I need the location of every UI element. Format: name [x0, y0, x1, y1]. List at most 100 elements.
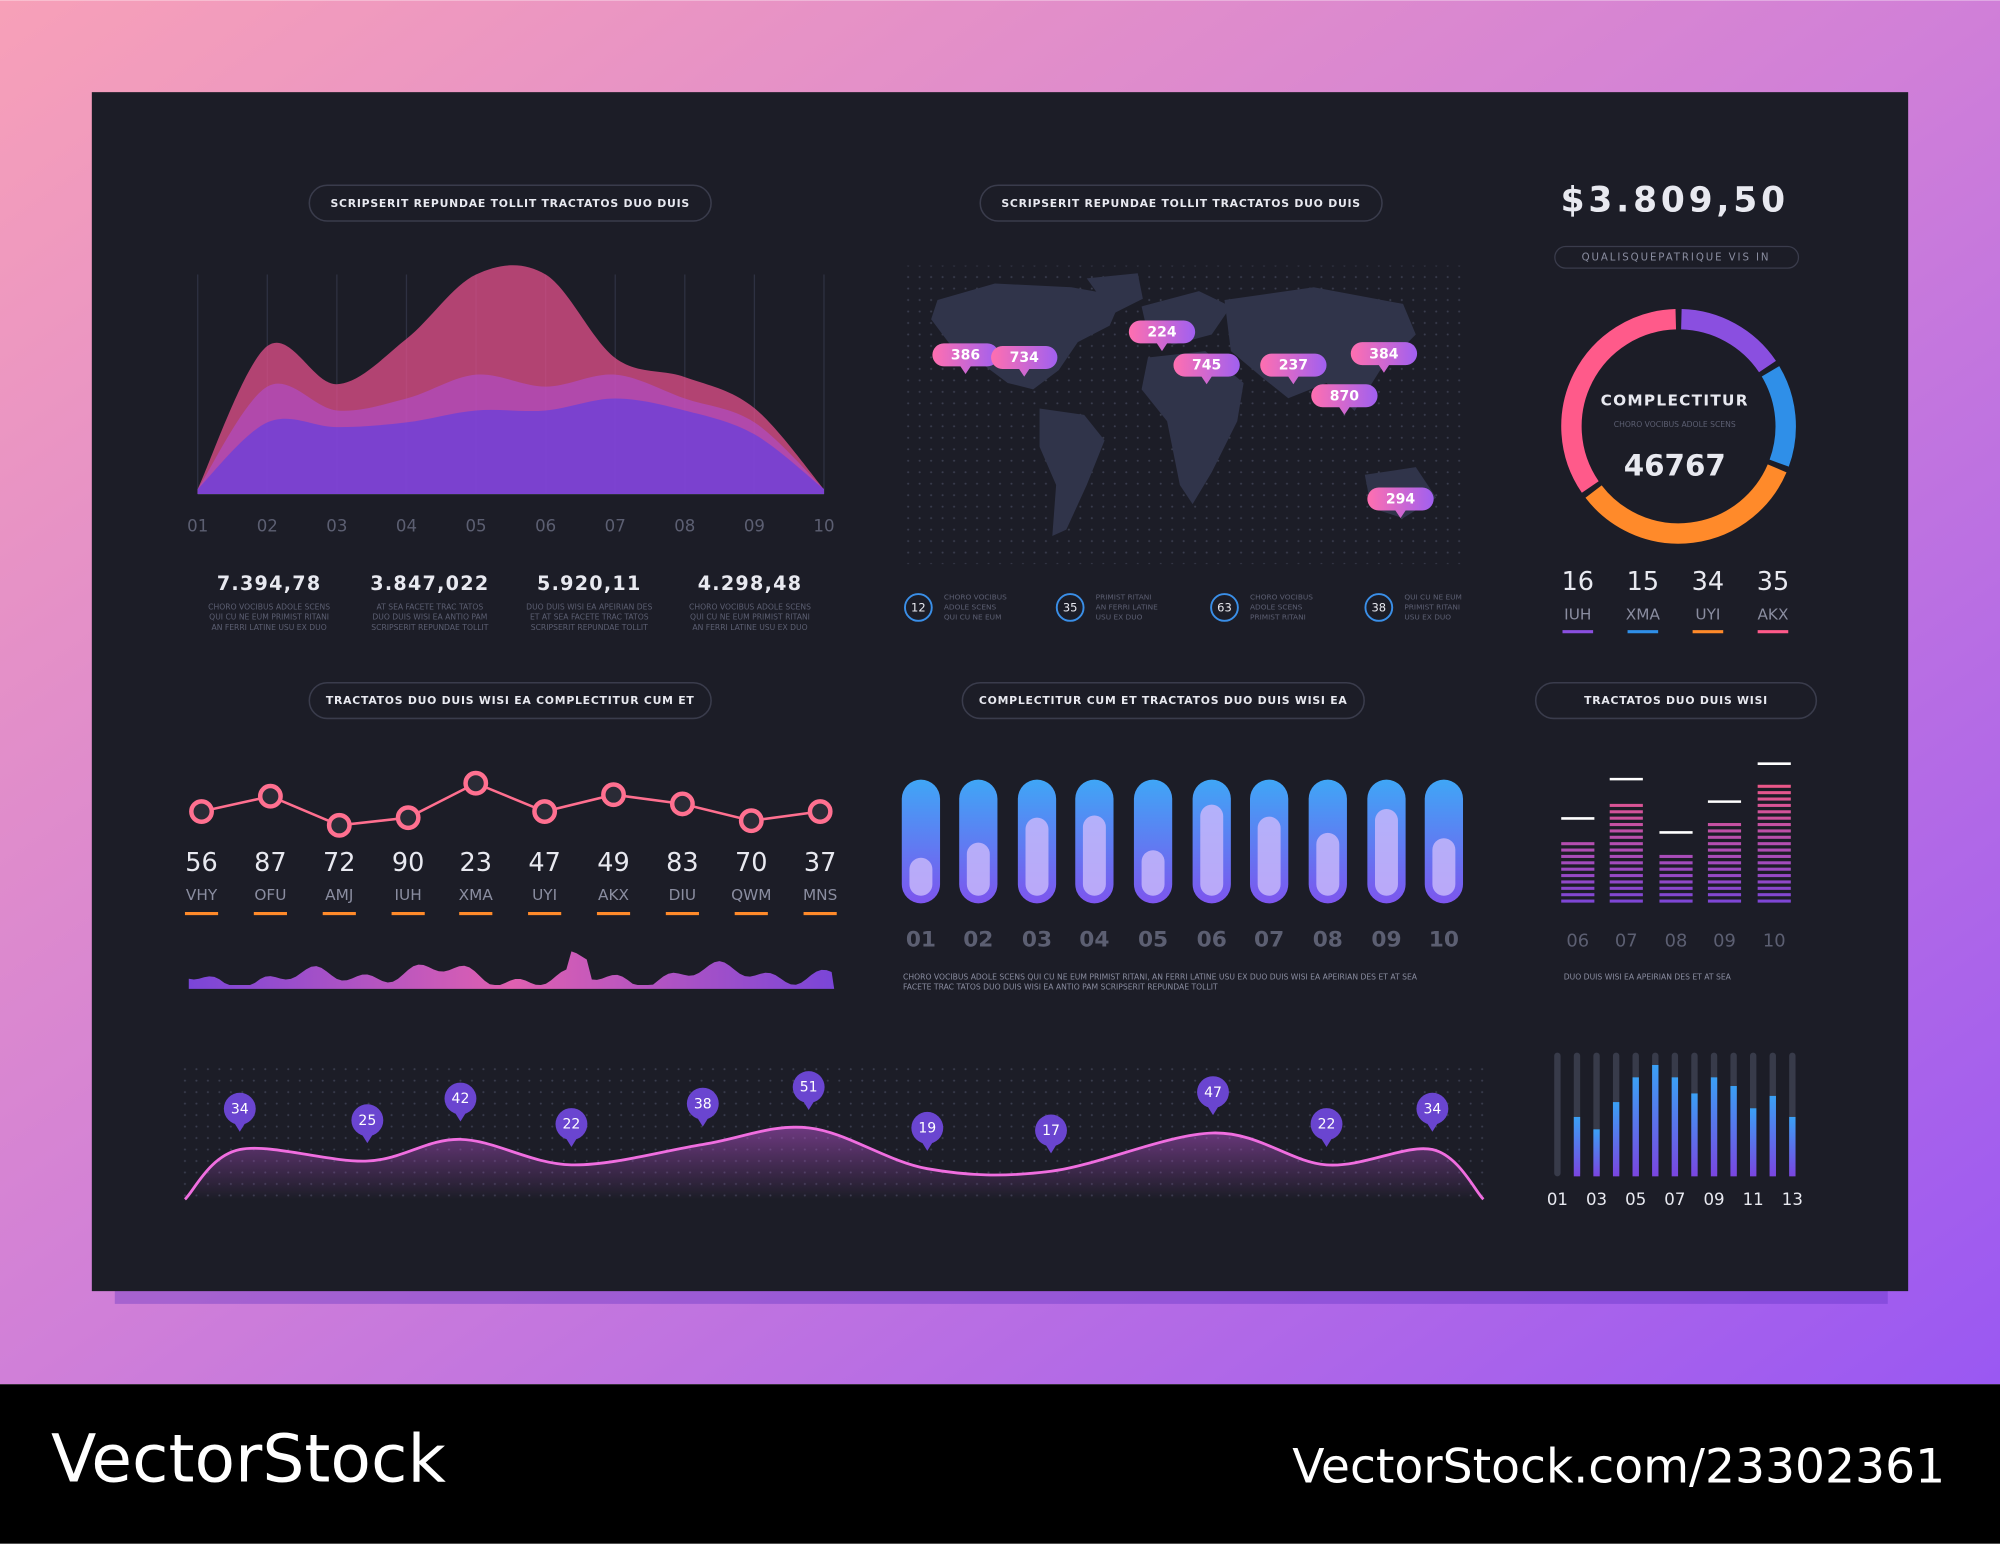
bar: [966, 842, 990, 896]
wave-pin-head: [223, 1092, 256, 1125]
legend-text: PRIMIST RITANI: [1404, 602, 1460, 611]
level-stripe: [1757, 848, 1791, 852]
point: [189, 799, 214, 824]
donut-total: 46767: [1624, 449, 1726, 483]
x-tick-label: 07: [605, 517, 626, 536]
level-stripe: [1757, 829, 1791, 833]
point-name: OFU: [254, 886, 286, 904]
bar: [1710, 1077, 1718, 1177]
area: [197, 398, 824, 494]
pin-value: 870: [1330, 388, 1360, 404]
level-stripe: [1757, 874, 1791, 878]
x-tick-label: 03: [326, 517, 347, 536]
level-stripe: [1609, 886, 1643, 890]
bar: [1652, 1064, 1659, 1177]
x-tick-label: 04: [396, 517, 417, 536]
legend-text: ADOLE SCENS: [1250, 602, 1303, 611]
bar: [1593, 1129, 1600, 1177]
legend-name: AKX: [1757, 606, 1788, 624]
legend-text: QUI CU NE EUM: [944, 613, 1002, 622]
point-value: 56: [185, 848, 217, 878]
level-stripe: [1757, 854, 1791, 858]
wave-pin-head: [792, 1071, 825, 1103]
level-stripe: [1561, 874, 1595, 878]
legend-text: USU EX DUO: [1096, 613, 1143, 622]
bar: [1750, 1108, 1757, 1177]
wave-area: [184, 1127, 1484, 1200]
level-stripe: [1561, 899, 1595, 903]
continent: [1039, 408, 1105, 537]
point-value: 72: [323, 848, 355, 878]
bar: [1141, 850, 1165, 896]
panel-title: TRACTATOS DUO DUIS WISI: [1584, 694, 1768, 707]
level-stripe: [1561, 867, 1595, 871]
bar: [1200, 804, 1224, 896]
point-name: IUH: [395, 886, 422, 904]
level-stripe: [1757, 880, 1791, 884]
x-tick-label: 09: [1703, 1190, 1724, 1209]
level-stripe: [1609, 880, 1643, 884]
stat-text: AN FERRI LATINE USU EX DUO: [692, 623, 807, 632]
point-name: AKX: [598, 886, 629, 904]
mini-wave: [188, 951, 835, 989]
bar: [1632, 1077, 1639, 1177]
x-tick-label: 02: [257, 517, 278, 536]
level-stripe: [1757, 861, 1791, 865]
x-tick-label: 05: [1625, 1190, 1646, 1209]
level-stripe: [1659, 886, 1693, 890]
x-tick-label: 10: [1763, 931, 1786, 952]
level-bar: [1757, 784, 1791, 903]
map-pin: [1367, 487, 1434, 519]
continent: [1224, 287, 1416, 412]
stat-text: AT SEA FACETE TRAC TATOS: [376, 602, 483, 611]
pin-value: 25: [358, 1113, 376, 1129]
wave-pin-head: [555, 1108, 588, 1140]
point-name: QWM: [731, 886, 771, 904]
stat-text: ET AT SEA FACETE TRAC TATOS: [530, 613, 649, 622]
x-tick-label: 09: [744, 517, 765, 536]
legend-ring: [1210, 593, 1239, 622]
level-stripe: [1757, 791, 1791, 795]
stat-text: AN FERRI LATINE USU EX DUO: [211, 623, 326, 632]
stat-text: QUI CU NE EUM PRIMIST RITANI: [690, 613, 810, 622]
x-tick-label: 06: [1197, 927, 1227, 952]
pin-value: 734: [1010, 350, 1040, 366]
level-stripe: [1609, 842, 1643, 846]
legend-ring: [1364, 593, 1394, 622]
stat-value: 4.298,48: [698, 572, 803, 595]
level-stripe: [1659, 861, 1693, 865]
bar: [1573, 1116, 1581, 1177]
wave-pin-head: [1416, 1092, 1449, 1125]
x-tick-label: 06: [1566, 931, 1589, 952]
title-pill: [308, 681, 712, 720]
level-bar: [1659, 854, 1693, 903]
pin-value: 224: [1147, 325, 1177, 341]
level-stripe: [1757, 886, 1791, 890]
level-stripe: [1707, 823, 1742, 827]
x-tick-label: 01: [1547, 1190, 1568, 1209]
x-tick-label: 08: [1313, 927, 1343, 952]
level-stripe: [1609, 810, 1643, 814]
level-stripe: [1757, 810, 1791, 814]
point: [532, 799, 558, 824]
legend-value: 15: [1627, 567, 1659, 597]
pin-value: 38: [694, 1096, 712, 1112]
level-stripe: [1757, 899, 1791, 903]
wave-pin-head: [1035, 1114, 1067, 1147]
x-tick-label: 05: [465, 517, 486, 536]
level-stripe: [1707, 867, 1742, 871]
level-stripe: [1609, 848, 1643, 852]
level-stripe: [1609, 861, 1643, 865]
bar: [1730, 1086, 1737, 1177]
level-stripe: [1757, 784, 1791, 788]
legend-text: USU EX DUO: [1404, 613, 1451, 622]
point-value: 70: [735, 848, 767, 878]
stat-value: 7.394,78: [217, 572, 322, 595]
donut-subtitle: CHORO VOCIBUS ADOLE SCENS: [1614, 420, 1736, 429]
map-pin: [991, 345, 1058, 377]
level-stripe: [1659, 867, 1693, 871]
donut-title: COMPLECTITUR: [1601, 391, 1749, 409]
x-tick-label: 03: [1022, 927, 1052, 952]
level-stripe: [1707, 880, 1742, 884]
level-stripe: [1609, 823, 1643, 827]
